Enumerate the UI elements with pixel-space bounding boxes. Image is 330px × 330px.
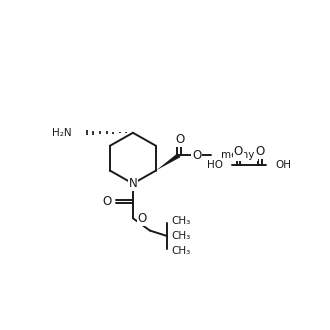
Text: O: O [102, 195, 112, 208]
Text: methyl: methyl [221, 150, 257, 160]
Text: O: O [175, 133, 184, 146]
Text: O: O [138, 212, 147, 225]
Text: OH: OH [275, 160, 291, 170]
Text: CH₃: CH₃ [172, 231, 191, 241]
Polygon shape [156, 153, 181, 171]
Text: O: O [255, 145, 265, 158]
Text: CH₃: CH₃ [172, 216, 191, 226]
Text: CH₃: CH₃ [172, 246, 191, 255]
Text: N: N [129, 177, 137, 190]
Text: O: O [192, 148, 202, 162]
Text: HO: HO [207, 160, 223, 170]
Text: H₂N: H₂N [52, 128, 72, 138]
Text: O: O [234, 145, 243, 158]
